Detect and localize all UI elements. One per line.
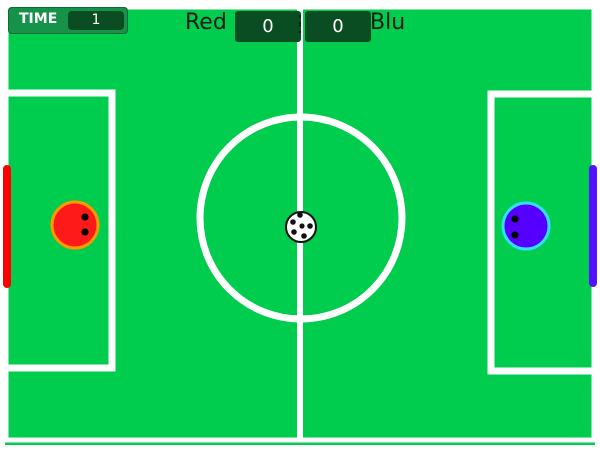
time-label: TIME: [19, 11, 58, 27]
ball-spot: [301, 233, 307, 239]
home-team-name: Red: [185, 10, 227, 35]
left-penalty-box: [6, 89, 116, 372]
time-panel: TIME 1: [8, 7, 128, 34]
blue-player-eye-top: [511, 215, 519, 223]
ball-spot: [299, 223, 305, 229]
score-separator: ::: [297, 9, 303, 37]
ball: [285, 211, 317, 243]
blue-player[interactable]: [501, 201, 551, 251]
red-player-body: [50, 200, 100, 250]
red-goal: [3, 165, 11, 288]
red-player-eye-bottom: [81, 228, 89, 236]
away-score: 0: [305, 11, 371, 42]
ball-spot: [307, 223, 313, 229]
right-penalty-box: [487, 90, 594, 375]
ball-spot: [297, 212, 303, 218]
time-value: 1: [68, 11, 124, 30]
red-player-eye-top: [81, 213, 89, 221]
blue-player-body: [501, 201, 551, 251]
red-player[interactable]: [50, 200, 100, 250]
blue-goal: [589, 165, 597, 287]
home-score: 0: [235, 11, 301, 42]
away-team-name: Blu: [370, 10, 406, 35]
ball-spot: [291, 229, 297, 235]
blue-player-eye-bottom: [511, 231, 519, 239]
ball-spot: [290, 219, 296, 225]
center-circle: [196, 113, 406, 323]
